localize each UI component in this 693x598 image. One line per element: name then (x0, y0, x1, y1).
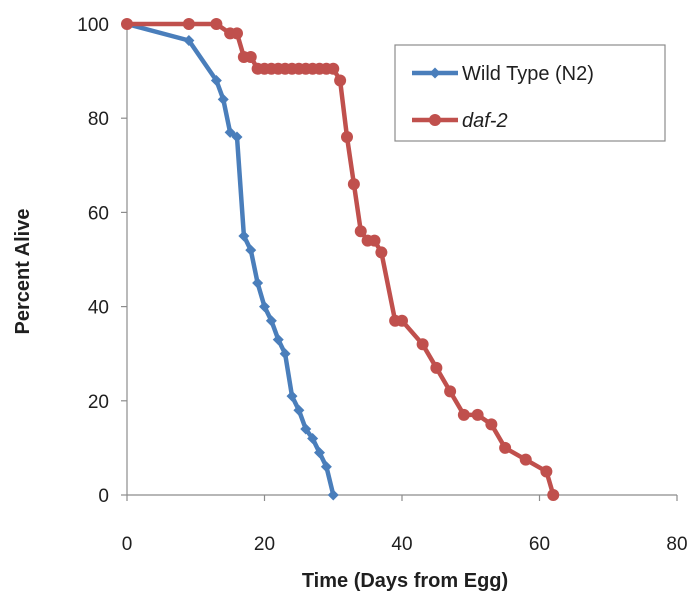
data-point-daf-2 (121, 18, 133, 30)
data-point-daf-2 (375, 246, 388, 259)
data-point-daf-2 (416, 338, 429, 351)
data-point-wild-type-n2 (307, 432, 319, 444)
legend: Wild Type (N2) daf-2 (394, 44, 666, 142)
data-point-wild-type-n2 (259, 301, 270, 313)
data-point-daf-2 (347, 178, 360, 191)
data-point-daf-2 (368, 234, 381, 247)
legend-marker-daf-2 (429, 114, 441, 126)
data-point-daf-2 (540, 465, 553, 478)
legend-marker-wild-type-n2 (429, 67, 441, 79)
data-point-daf-2 (231, 27, 243, 40)
data-point-daf-2 (210, 18, 223, 30)
y-tick-label: 40 (88, 298, 109, 319)
data-point-wild-type-n2 (265, 315, 277, 327)
data-point-wild-type-n2 (217, 93, 229, 105)
data-point-daf-2 (354, 225, 367, 238)
data-point-wild-type-n2 (327, 489, 339, 501)
data-point-wild-type-n2 (245, 244, 257, 256)
data-point-daf-2 (519, 453, 532, 466)
y-axis-title: Percent Alive (12, 209, 34, 335)
x-tick-label: 40 (391, 534, 412, 555)
data-point-daf-2 (485, 418, 498, 431)
legend-label-wild-type-n2: Wild Type (N2) (462, 63, 594, 85)
data-point-wild-type-n2 (210, 75, 222, 87)
data-point-wild-type-n2 (300, 423, 312, 435)
data-point-wild-type-n2 (183, 34, 195, 46)
data-point-wild-type-n2 (286, 390, 298, 402)
series-layer (121, 18, 560, 501)
x-tick-label: 60 (529, 534, 550, 555)
data-point-daf-2 (430, 361, 443, 374)
legend-box (394, 44, 666, 142)
legend-label-daf-2: daf-2 (462, 110, 508, 132)
data-point-daf-2 (182, 18, 195, 30)
axes: 0 20 40 60 80 100 0 20 40 60 80 Time (Days from Egg… (12, 15, 688, 592)
series-wild-type-n2 (121, 18, 339, 501)
data-point-wild-type-n2 (272, 334, 284, 346)
data-point-daf-2 (327, 62, 340, 75)
data-point-daf-2 (457, 408, 470, 421)
data-point-daf-2 (471, 408, 484, 421)
y-tick-label: 0 (98, 486, 109, 507)
x-tick-label: 0 (122, 534, 133, 555)
data-point-wild-type-n2 (231, 131, 243, 143)
y-tick-label: 100 (77, 15, 109, 36)
data-point-daf-2 (244, 50, 257, 63)
data-point-daf-2 (341, 131, 353, 144)
data-point-wild-type-n2 (224, 126, 236, 138)
y-tick-label: 60 (88, 203, 109, 224)
data-point-daf-2 (444, 385, 457, 398)
data-point-daf-2 (547, 489, 560, 501)
data-point-daf-2 (334, 74, 347, 87)
series-daf-2 (121, 18, 560, 501)
x-tick-label: 20 (254, 534, 275, 555)
series-line-wild-type-n2 (124, 21, 336, 498)
y-tick-label: 20 (88, 392, 109, 413)
x-axis-title: Time (Days from Egg) (302, 570, 508, 592)
data-point-wild-type-n2 (293, 404, 305, 416)
data-point-wild-type-n2 (314, 447, 325, 459)
data-point-wild-type-n2 (252, 277, 264, 289)
y-tick-label: 80 (88, 109, 109, 130)
data-point-wild-type-n2 (238, 230, 250, 242)
data-point-wild-type-n2 (320, 461, 332, 473)
data-point-daf-2 (396, 314, 408, 327)
data-point-wild-type-n2 (279, 348, 291, 360)
x-tick-label: 80 (666, 534, 687, 555)
data-point-daf-2 (499, 441, 512, 454)
